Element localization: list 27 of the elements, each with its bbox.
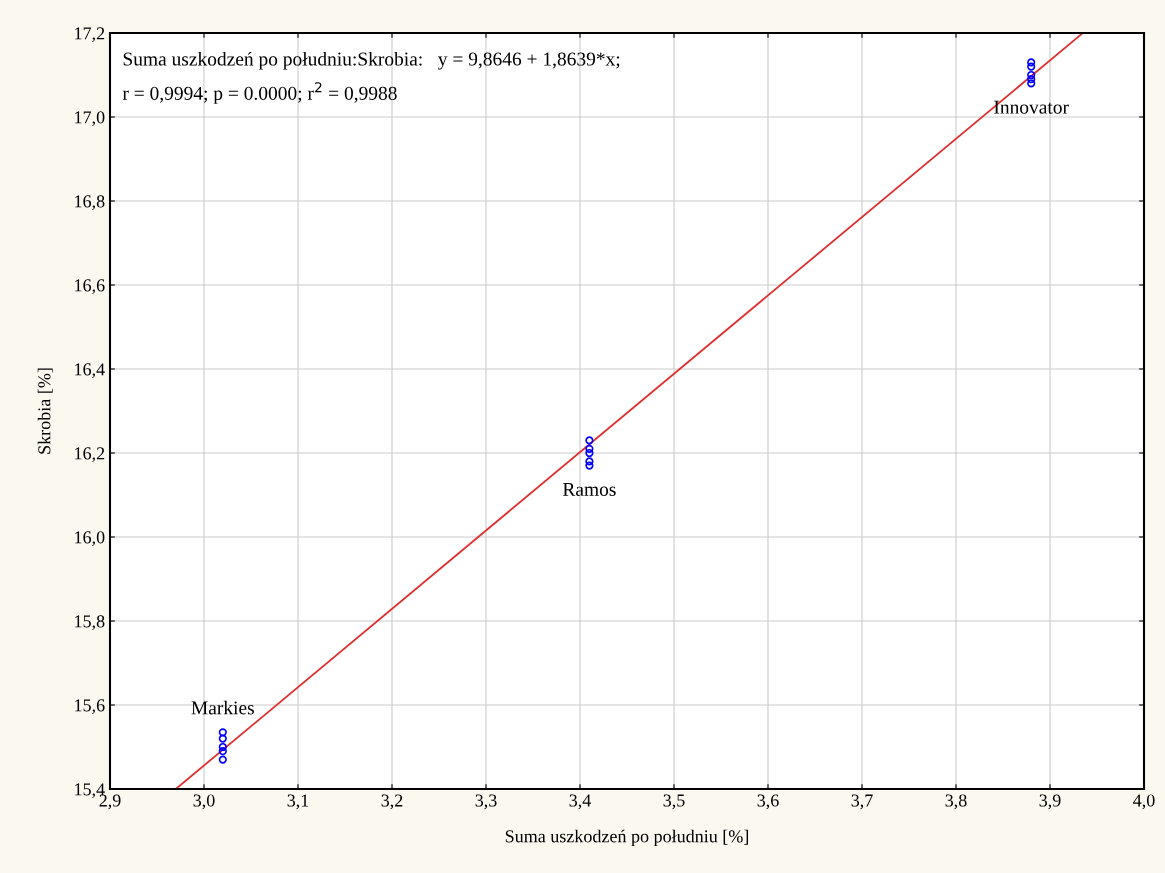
y-tick-label: 15,8	[75, 615, 105, 631]
annotation: Suma uszkodzeń po południu:Skrobia: y = 9,8646 + 1,8639*x;	[123, 51, 620, 70]
y-tick-label: 16,4	[75, 363, 105, 379]
y-tick-label: 16,2	[75, 447, 105, 463]
x-tick-label: 3,1	[287, 794, 309, 810]
x-tick-label: 3,4	[569, 794, 591, 810]
x-tick-label: 4,0	[1133, 794, 1155, 810]
x-tick-label: 3,2	[381, 794, 403, 810]
x-axis-title: Suma uszkodzeń po południu [%]	[505, 829, 749, 847]
x-tick-label: 3,3	[475, 794, 497, 810]
y-tick-label: 16,6	[75, 279, 105, 295]
y-axis-title: Skrobia [%]	[37, 368, 53, 454]
annotation: r = 0,9994; p = 0.0000; r$^{2}$ = 0,9988	[122, 82, 397, 104]
annotation: Ramos	[562, 483, 616, 496]
y-tick-label: 16,0	[75, 531, 105, 547]
x-tick-label: 3,6	[757, 794, 779, 810]
annotation: Innovator	[994, 100, 1069, 114]
annotation: Markies	[191, 700, 254, 715]
x-tick-label: 3,7	[851, 794, 873, 810]
y-tick-label: 16,8	[75, 195, 105, 211]
x-tick-label: 3,0	[193, 794, 215, 810]
x-tick-label: 3,8	[945, 794, 967, 810]
y-tick-label: 17,2	[75, 27, 105, 43]
x-tick-label: 3,9	[1039, 794, 1061, 810]
y-tick-label: 17,0	[75, 111, 105, 127]
y-tick-label: 15,6	[75, 699, 105, 715]
x-tick-label: 3,5	[663, 794, 685, 810]
